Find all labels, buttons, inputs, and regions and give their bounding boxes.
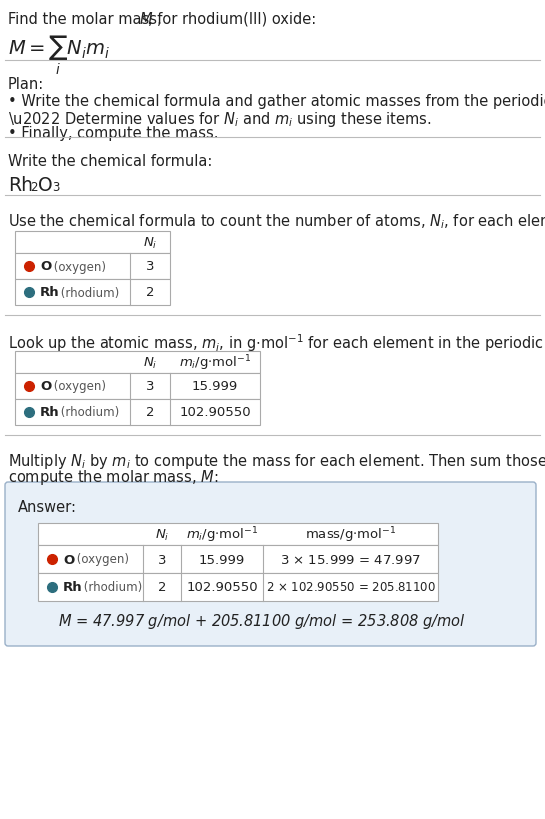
Text: 3: 3	[52, 181, 59, 194]
Text: (oxygen): (oxygen)	[50, 380, 106, 393]
Text: 2: 2	[146, 406, 154, 419]
Text: Rh: Rh	[63, 581, 83, 594]
Text: , for rhodium(III) oxide:: , for rhodium(III) oxide:	[148, 12, 316, 27]
Text: 2: 2	[30, 181, 38, 194]
Text: mass/g$\cdot$mol$^{-1}$: mass/g$\cdot$mol$^{-1}$	[305, 524, 396, 544]
Text: 2: 2	[158, 581, 166, 594]
Bar	[15, 373, 260, 400]
FancyBboxPatch shape	[5, 482, 536, 646]
Text: (oxygen): (oxygen)	[50, 260, 106, 274]
Text: O: O	[40, 380, 51, 393]
Text: compute the molar mass, $M$:: compute the molar mass, $M$:	[8, 468, 219, 486]
Text: O: O	[63, 553, 74, 566]
Text: Multiply $N_i$ by $m_i$ to compute the mass for each element. Then sum those val: Multiply $N_i$ by $m_i$ to compute the m…	[8, 451, 545, 470]
Text: Find the molar mass,: Find the molar mass,	[8, 12, 166, 27]
Text: (rhodium): (rhodium)	[80, 581, 142, 594]
Text: Use the chemical formula to count the number of atoms, $N_i$, for each element:: Use the chemical formula to count the nu…	[8, 212, 545, 230]
Text: 3: 3	[158, 553, 166, 566]
Text: Rh: Rh	[40, 406, 59, 419]
Bar	[15, 400, 260, 426]
Text: (rhodium): (rhodium)	[57, 286, 119, 299]
Text: • Write the chemical formula and gather atomic masses from the periodic table.: • Write the chemical formula and gather …	[8, 94, 545, 109]
Text: 102.90550: 102.90550	[186, 581, 258, 594]
Text: 3: 3	[146, 260, 154, 274]
Text: $m_i$/g$\cdot$mol$^{-1}$: $m_i$/g$\cdot$mol$^{-1}$	[179, 353, 251, 373]
Text: Answer:: Answer:	[18, 500, 77, 514]
Bar	[38, 573, 438, 601]
Bar	[15, 254, 170, 279]
Text: $m_i$/g$\cdot$mol$^{-1}$: $m_i$/g$\cdot$mol$^{-1}$	[186, 524, 258, 544]
Text: 3 $\times$ 15.999 = 47.997: 3 $\times$ 15.999 = 47.997	[280, 553, 421, 566]
Bar	[15, 279, 170, 305]
Bar	[38, 523, 438, 545]
Bar	[38, 545, 438, 573]
Text: (oxygen): (oxygen)	[73, 553, 129, 566]
Text: 15.999: 15.999	[192, 380, 238, 393]
Text: O: O	[40, 260, 51, 274]
Text: • Finally, compute the mass.: • Finally, compute the mass.	[8, 126, 219, 141]
Text: 2: 2	[146, 286, 154, 299]
Text: M: M	[140, 12, 153, 27]
Text: Write the chemical formula:: Write the chemical formula:	[8, 154, 213, 169]
Text: 102.90550: 102.90550	[179, 406, 251, 419]
Text: \u2022 Determine values for $N_i$ and $m_i$ using these items.: \u2022 Determine values for $N_i$ and $m…	[8, 110, 432, 129]
Bar	[15, 351, 260, 373]
Text: 2 $\times$ 102.90550 = 205.81100: 2 $\times$ 102.90550 = 205.81100	[265, 581, 435, 594]
Text: $N_i$: $N_i$	[155, 527, 169, 542]
Text: $M = \sum_i N_i m_i$: $M = \sum_i N_i m_i$	[8, 34, 110, 77]
Text: Plan:: Plan:	[8, 77, 44, 92]
Text: (rhodium): (rhodium)	[57, 406, 119, 419]
Text: O: O	[38, 176, 53, 195]
Text: 15.999: 15.999	[199, 553, 245, 566]
Text: $M$ = 47.997 g/mol + 205.81100 g/mol = 253.808 g/mol: $M$ = 47.997 g/mol + 205.81100 g/mol = 2…	[58, 612, 466, 631]
Text: Rh: Rh	[8, 176, 33, 195]
Text: $N_i$: $N_i$	[143, 235, 157, 251]
Text: 3: 3	[146, 380, 154, 393]
Text: Rh: Rh	[40, 286, 59, 299]
Text: $N_i$: $N_i$	[143, 355, 157, 370]
Bar	[15, 232, 170, 254]
Text: Look up the atomic mass, $m_i$, in g$\cdot$mol$^{-1}$ for each element in the pe: Look up the atomic mass, $m_i$, in g$\cd…	[8, 332, 545, 353]
